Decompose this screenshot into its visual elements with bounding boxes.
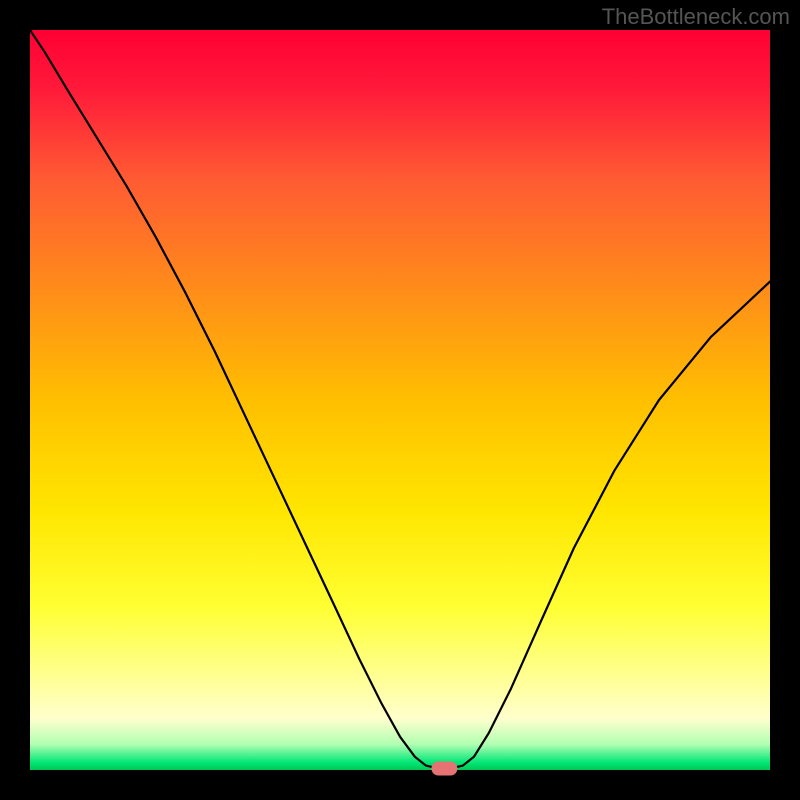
chart-frame: TheBottleneck.com: [0, 0, 800, 800]
bottleneck-chart: [0, 0, 800, 800]
optimal-marker: [431, 762, 457, 776]
watermark-text: TheBottleneck.com: [602, 4, 790, 30]
